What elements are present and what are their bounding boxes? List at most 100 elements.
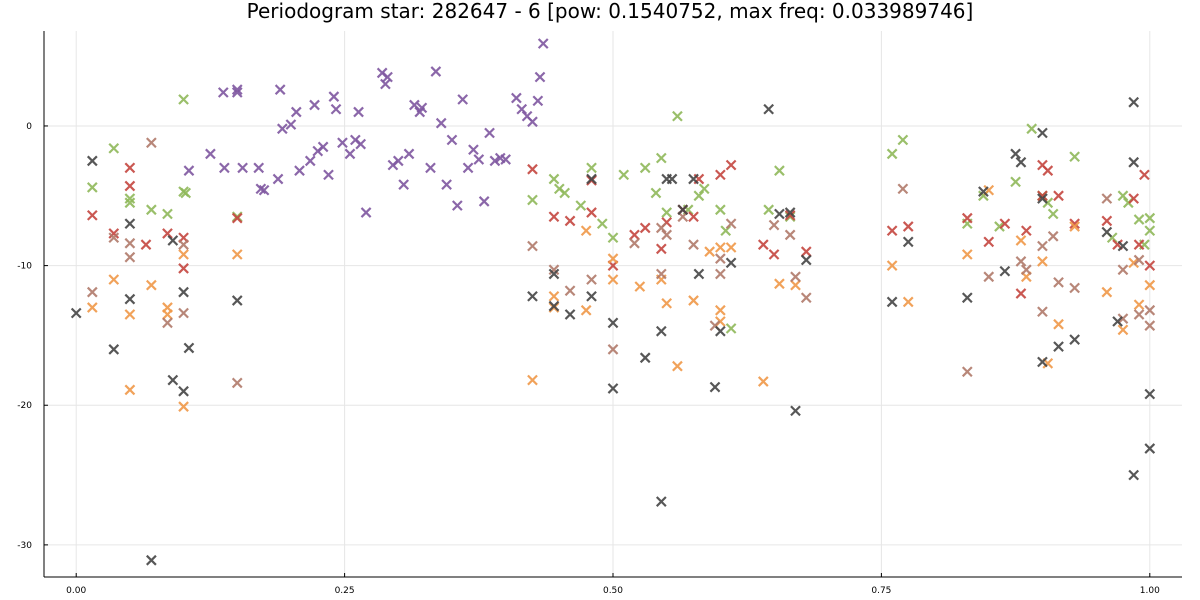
data-point — [253, 162, 265, 174]
data-point — [715, 242, 726, 253]
data-point — [1117, 324, 1129, 336]
data-point — [586, 290, 597, 302]
x-tick-label: 0.00 — [66, 586, 86, 596]
data-point — [70, 307, 82, 319]
data-point — [983, 271, 995, 283]
data-point — [564, 285, 576, 297]
data-point — [1112, 316, 1123, 327]
data-point — [1047, 230, 1059, 242]
data-point — [1037, 193, 1048, 204]
data-point — [392, 155, 404, 167]
data-point — [768, 249, 780, 260]
data-point — [655, 243, 667, 255]
data-point — [124, 197, 136, 209]
data-point — [108, 232, 120, 244]
data-point — [304, 155, 316, 167]
data-point — [231, 249, 243, 260]
x-tick-label: 0.25 — [335, 586, 355, 596]
data-point — [205, 148, 216, 160]
data-point — [886, 148, 898, 160]
data-point — [983, 236, 995, 248]
data-point — [961, 292, 973, 304]
data-point — [629, 237, 640, 249]
data-point — [897, 134, 909, 146]
data-point — [607, 344, 619, 355]
data-point — [1128, 156, 1140, 168]
data-point — [607, 260, 619, 271]
x-tick-label: 0.75 — [871, 586, 891, 596]
data-point — [457, 94, 469, 105]
data-point — [607, 383, 619, 394]
data-point — [516, 103, 528, 115]
data-point — [1133, 309, 1145, 320]
grid-layer — [44, 31, 1182, 577]
data-point — [178, 385, 189, 397]
data-point — [677, 204, 689, 216]
data-point — [430, 66, 442, 77]
data-point — [715, 253, 726, 264]
data-point — [1053, 341, 1064, 352]
data-point — [961, 366, 973, 378]
data-point — [784, 229, 796, 241]
data-point — [140, 239, 152, 251]
data-point — [790, 279, 801, 291]
data-point — [146, 137, 157, 149]
data-point — [108, 344, 120, 355]
data-point — [1015, 256, 1027, 267]
data-point — [1144, 212, 1156, 224]
data-point — [1037, 240, 1048, 252]
data-point — [108, 142, 120, 154]
data-point — [183, 342, 195, 354]
data-point — [330, 103, 342, 115]
data-point — [800, 246, 812, 257]
data-point — [353, 106, 364, 118]
data-point — [162, 228, 173, 239]
data-point — [1069, 151, 1080, 163]
data-point — [886, 260, 898, 271]
data-point — [441, 179, 452, 190]
data-point — [655, 268, 667, 280]
data-point — [688, 239, 699, 251]
data-point — [162, 208, 173, 220]
data-point — [639, 222, 651, 234]
series-3 — [86, 159, 1156, 299]
data-point — [532, 95, 544, 107]
data-point — [403, 148, 415, 160]
data-point — [1020, 264, 1032, 276]
data-point — [1128, 257, 1140, 269]
data-point — [231, 84, 243, 96]
data-point — [178, 249, 189, 260]
data-point — [231, 295, 243, 306]
data-point — [715, 325, 726, 337]
data-point — [586, 173, 597, 185]
data-point — [231, 212, 243, 224]
data-point — [961, 212, 973, 224]
data-point — [86, 286, 98, 298]
data-point — [1144, 279, 1156, 291]
y-tick-label: -30 — [17, 541, 32, 551]
data-point — [639, 162, 651, 174]
data-point — [178, 94, 189, 105]
data-point — [344, 148, 356, 160]
data-point — [451, 200, 463, 211]
data-point — [435, 117, 447, 129]
data-point — [537, 38, 549, 49]
data-point — [124, 293, 136, 305]
data-point — [1128, 193, 1140, 204]
data-point — [124, 309, 136, 320]
data-point — [1117, 264, 1129, 276]
data-point — [1101, 193, 1113, 204]
data-point — [763, 103, 775, 115]
data-point — [489, 155, 501, 167]
y-tick-label: -10 — [17, 262, 32, 272]
data-point — [999, 265, 1011, 277]
data-point — [1020, 271, 1032, 283]
data-point — [886, 225, 898, 237]
data-point — [124, 162, 136, 174]
data-point — [462, 162, 474, 174]
data-point — [231, 87, 243, 98]
data-point — [1101, 226, 1113, 238]
data-point — [328, 91, 340, 102]
data-point — [666, 173, 678, 185]
data-point — [468, 144, 479, 156]
